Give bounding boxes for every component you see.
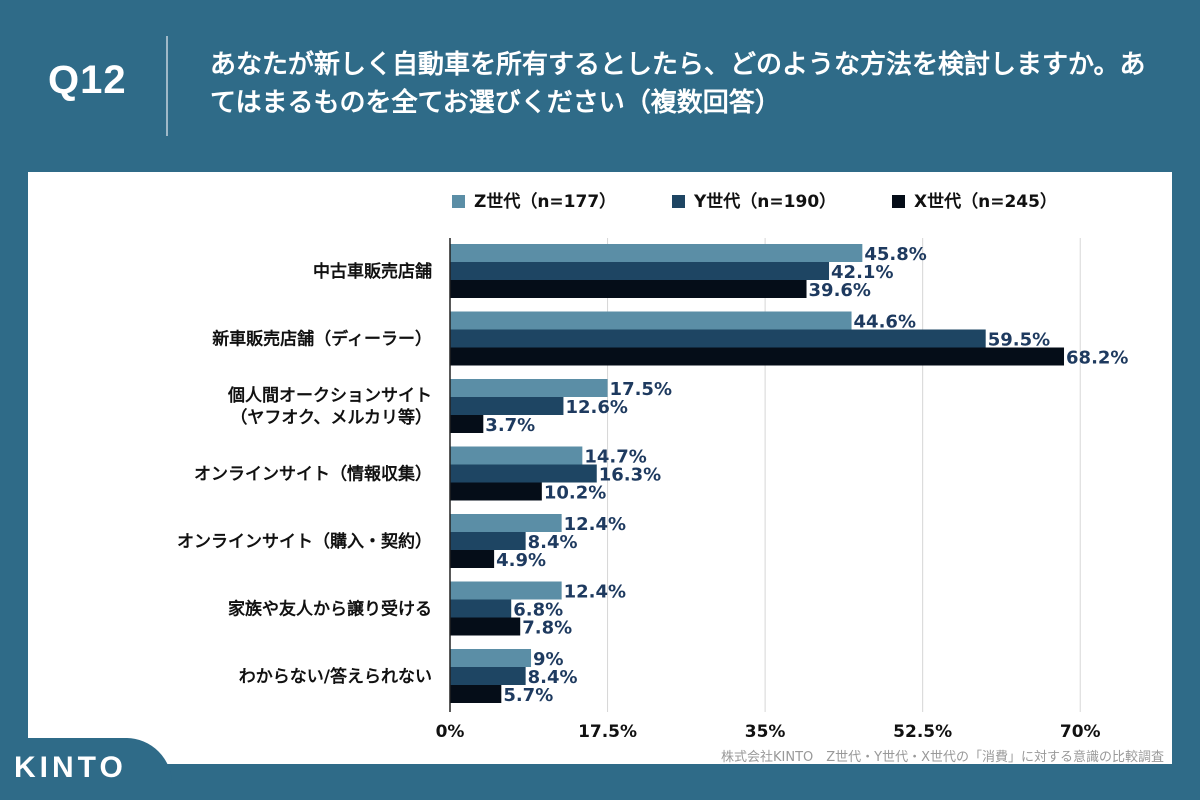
bar bbox=[450, 482, 542, 501]
legend-swatch bbox=[892, 195, 905, 208]
bar bbox=[450, 347, 1065, 366]
bar bbox=[450, 514, 562, 532]
x-tick-label: 0% bbox=[436, 722, 465, 742]
category-label: 中古車販売店舗 bbox=[313, 261, 432, 282]
category-label: オンラインサイト（購入・契約） bbox=[177, 531, 432, 552]
legend-swatch bbox=[452, 195, 465, 208]
bar bbox=[450, 379, 608, 397]
data-label: 68.2% bbox=[1066, 348, 1128, 369]
category-label: 新車販売店舗（ディーラー） bbox=[212, 329, 432, 350]
data-label: 45.8% bbox=[864, 244, 926, 265]
data-label: 17.5% bbox=[610, 379, 672, 400]
data-label: 5.7% bbox=[503, 685, 553, 706]
question-text: あなたが新しく自動車を所有するとしたら、どのような方法を検討しますか。あてはまる… bbox=[210, 50, 1146, 118]
data-label: 3.7% bbox=[485, 415, 535, 436]
bar-chart: Z世代（n=177） Y世代（n=190） X世代（n=245） 45.8%42.1%… bbox=[177, 191, 1128, 742]
bar bbox=[450, 415, 484, 433]
kinto-logo: KINTO bbox=[14, 751, 127, 784]
data-label: 59.5% bbox=[988, 330, 1050, 351]
data-label: 12.4% bbox=[564, 514, 626, 535]
data-label: 9% bbox=[533, 649, 564, 670]
category-label: オンラインサイト（情報収集） bbox=[194, 464, 432, 485]
x-tick-label: 70% bbox=[1060, 722, 1101, 742]
category-label: 個人間オークションサイト bbox=[227, 385, 432, 406]
category-label: わからない/答えられない bbox=[239, 666, 432, 687]
data-label: 44.6% bbox=[854, 312, 916, 333]
data-label: 12.6% bbox=[565, 397, 627, 418]
bar bbox=[450, 262, 830, 280]
question-number: Q12 bbox=[48, 58, 127, 102]
bar bbox=[450, 649, 532, 667]
bar bbox=[450, 311, 852, 330]
data-label: 6.8% bbox=[513, 600, 563, 621]
footer bbox=[0, 764, 1200, 800]
legend-label: Y世代（n=190） bbox=[693, 191, 836, 212]
bar bbox=[450, 464, 597, 483]
bar bbox=[450, 244, 863, 262]
bar bbox=[450, 280, 807, 298]
bar bbox=[450, 397, 564, 415]
bar bbox=[450, 685, 502, 703]
data-label: 4.9% bbox=[496, 550, 546, 571]
data-label: 14.7% bbox=[584, 447, 646, 468]
bar bbox=[450, 550, 495, 568]
legend-label: X世代（n=245） bbox=[914, 191, 1057, 212]
data-label: 8.4% bbox=[528, 667, 578, 688]
data-label: 10.2% bbox=[544, 483, 606, 504]
bar bbox=[450, 599, 512, 618]
data-label: 42.1% bbox=[831, 262, 893, 283]
data-label: 16.3% bbox=[599, 465, 661, 486]
source-note: 株式会社KINTO Z世代・Y世代・X世代の「消費」に対する意識の比較調査 bbox=[720, 750, 1164, 765]
bar bbox=[450, 581, 562, 600]
x-tick-label: 52.5% bbox=[893, 722, 952, 742]
header: Q12 あなたが新しく自動車を所有するとしたら、どのような方法を検討しますか。あ… bbox=[0, 0, 1200, 172]
category-label: （ヤフオク、メルカリ等） bbox=[230, 407, 432, 428]
data-label: 39.6% bbox=[809, 280, 871, 301]
logo-tab bbox=[0, 738, 172, 800]
bar bbox=[450, 329, 986, 348]
x-tick-label: 17.5% bbox=[578, 722, 637, 742]
data-label: 12.4% bbox=[564, 582, 626, 603]
bar bbox=[450, 446, 583, 465]
bar bbox=[450, 532, 526, 550]
chart-panel: Z世代（n=177） Y世代（n=190） X世代（n=245） 45.8% 42.1%… bbox=[28, 172, 1172, 764]
header-divider bbox=[166, 36, 168, 136]
bar bbox=[450, 667, 526, 685]
data-label: 8.4% bbox=[528, 532, 578, 553]
legend-swatch bbox=[672, 195, 685, 208]
category-label: 家族や友人から譲り受ける bbox=[228, 599, 432, 620]
legend-label: Z世代（n=177） bbox=[474, 191, 616, 212]
data-label: 7.8% bbox=[522, 618, 572, 639]
bar bbox=[450, 617, 521, 636]
x-tick-label: 35% bbox=[745, 722, 786, 742]
